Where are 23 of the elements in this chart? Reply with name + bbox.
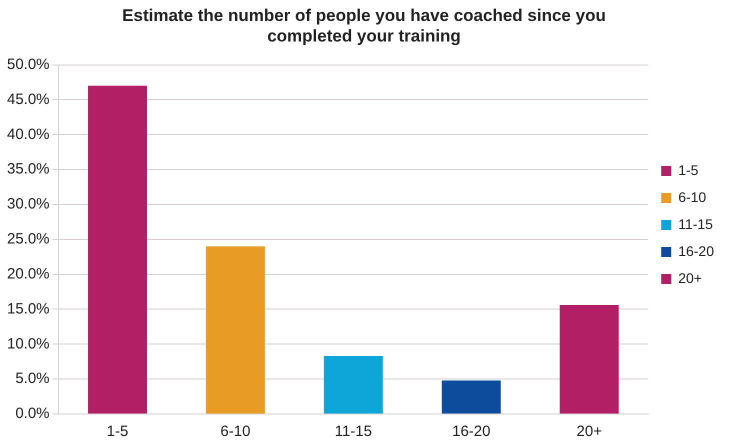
legend-label: 11-15: [678, 216, 714, 232]
x-tick-label: 20+: [576, 423, 602, 440]
y-tick-label: 0.0%: [15, 405, 50, 422]
text: Estimate the number of people you have coached since you: [122, 6, 606, 25]
y-tick-label: 15.0%: [6, 300, 50, 318]
y-tick-label: 30.0%: [6, 196, 50, 213]
legend-label: 20+: [678, 270, 702, 286]
x-tick-label: 16-20: [452, 423, 490, 440]
y-tick-label: 20.0%: [6, 265, 50, 282]
legend-label: 6-10: [678, 188, 706, 205]
y-tick-label: 5.0%: [15, 370, 50, 388]
x-tick-label: 1-5: [106, 423, 128, 440]
text: completed your training: [267, 26, 461, 46]
y-tick-label: 45.0%: [6, 90, 50, 108]
y-tick-label: 10.0%: [6, 335, 50, 352]
y-tick-label: 50.0%: [6, 56, 50, 73]
x-tick-label: 6-10: [220, 423, 250, 440]
y-tick-label: 25.0%: [6, 230, 50, 248]
legend-label: 16-20: [678, 242, 714, 259]
y-tick-label: 40.0%: [6, 126, 50, 143]
x-tick-label: 11-15: [334, 423, 372, 440]
legend-label: 1-5: [678, 162, 699, 178]
y-tick-label: 35.0%: [6, 160, 50, 178]
